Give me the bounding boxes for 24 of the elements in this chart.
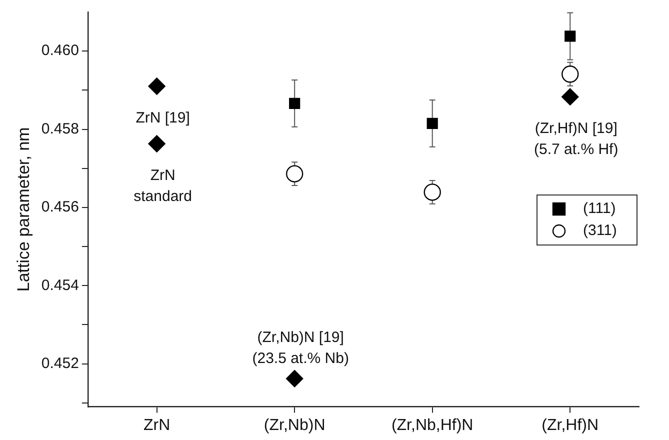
y-tick-label: 0.454 — [41, 276, 79, 294]
point — [564, 30, 576, 42]
point — [426, 118, 438, 129]
y-tick-label: 0.456 — [41, 198, 79, 216]
legend-label: (111) — [583, 200, 616, 218]
annotation: (Zr,Nb)N [19] (23.5 at.% Nb) — [252, 328, 349, 367]
point — [424, 184, 441, 201]
annotation: ZrN [19] — [136, 109, 190, 126]
x-tick-label: (Zr,Hf)N — [542, 416, 599, 434]
point — [286, 165, 304, 182]
point — [289, 98, 300, 110]
point — [562, 66, 579, 83]
legend-label: (311) — [583, 222, 617, 240]
x-tick-label: ZrN — [143, 416, 170, 434]
x-tick-label: (Zr,Nb)N — [264, 416, 326, 434]
point — [562, 88, 579, 106]
annotation: (Zr,Hf)N [19] (5.7 at.% Hf) — [534, 120, 618, 158]
y-tick-label: 0.460 — [41, 42, 79, 60]
y-tick-label: 0.452 — [41, 354, 79, 372]
y-tick-label: 0.458 — [41, 120, 79, 138]
y-axis-title: Lattice parameter, nm — [14, 127, 33, 292]
x-tick-label: (Zr,Nb,Hf)N — [391, 416, 474, 434]
point — [148, 78, 166, 95]
annotation: ZrN standard — [134, 166, 192, 205]
